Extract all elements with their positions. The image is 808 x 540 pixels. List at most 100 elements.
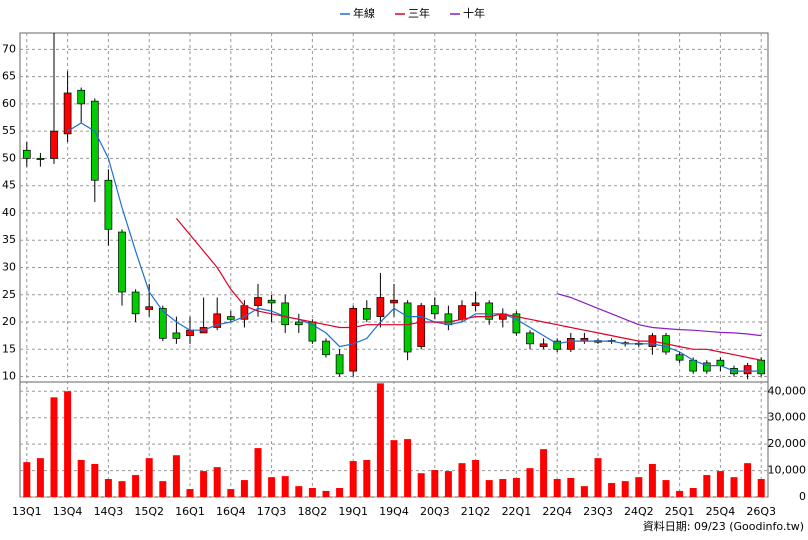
- volume-bar: [404, 439, 412, 497]
- volume-bar: [213, 467, 221, 497]
- candle-body: [526, 332, 534, 345]
- candle-body: [716, 359, 725, 366]
- volume-bar: [254, 448, 262, 497]
- candle-body: [322, 340, 330, 356]
- candle-body: [145, 306, 154, 310]
- candle-body: [689, 359, 698, 372]
- candle-body: [376, 297, 385, 317]
- volume-bar: [104, 479, 112, 497]
- x-tick-label: 26Q3: [746, 505, 776, 518]
- x-tick-label: 13Q1: [12, 505, 42, 518]
- volume-bar: [322, 490, 330, 497]
- volume-bar: [64, 391, 72, 497]
- x-tick-label: 16Q4: [216, 505, 246, 518]
- y-tick-label: 20: [2, 315, 16, 328]
- candle-body: [349, 308, 358, 372]
- candle-body: [566, 338, 575, 350]
- volume-bar: [172, 455, 180, 497]
- x-tick-label: 24Q2: [624, 505, 654, 518]
- volume-bar: [268, 477, 276, 497]
- candle-body: [362, 308, 371, 320]
- volume-bar: [336, 488, 344, 497]
- candle-body: [104, 179, 113, 230]
- candle-body: [553, 340, 562, 350]
- volume-bar: [757, 479, 765, 497]
- volume-bar: [308, 488, 316, 497]
- footer: 資料日期: 09/23 (Goodinfo.tw): [643, 519, 804, 533]
- candle-body: [254, 297, 262, 307]
- candle-body: [267, 299, 276, 304]
- candle-body: [471, 302, 480, 307]
- candle-body: [22, 149, 31, 159]
- volume-bar: [159, 481, 167, 497]
- volume-bar: [526, 468, 534, 497]
- legend: 年線 三年 十年: [340, 6, 485, 20]
- candle-body: [90, 100, 99, 181]
- volume-bar: [50, 397, 58, 497]
- candle-body: [485, 302, 494, 320]
- volume-bar: [567, 477, 575, 497]
- y-tick-label: 35: [2, 233, 16, 246]
- volume-bar: [512, 477, 520, 497]
- x-tick-label: 22Q4: [542, 505, 572, 518]
- volume-bar: [458, 463, 466, 497]
- volume-bar: [594, 458, 602, 497]
- y-tick-label: 25: [2, 288, 16, 301]
- volume-bar: [295, 486, 303, 497]
- candle-body: [444, 313, 453, 326]
- candle-body: [213, 313, 222, 328]
- volume-bar: [349, 461, 357, 497]
- y-tick-label: 10: [2, 370, 16, 383]
- plot-frame: [19, 32, 769, 498]
- candle-body: [158, 308, 167, 339]
- y-tick-label: 65: [2, 70, 16, 83]
- legend-label: 三年: [408, 6, 430, 20]
- candle-body: [539, 343, 548, 347]
- candle-body: [702, 362, 711, 372]
- volume-bar: [281, 476, 289, 497]
- candle-body: [458, 305, 466, 320]
- volume-bar: [91, 463, 99, 497]
- x-tick-label: 20Q3: [420, 505, 450, 518]
- candle-body: [281, 302, 290, 326]
- volume-bar: [417, 473, 425, 497]
- volume-bar: [118, 481, 126, 497]
- candle-body: [186, 329, 194, 336]
- volume-bar: [648, 463, 656, 497]
- x-tick-label: 13Q4: [53, 505, 83, 518]
- x-tick-label: 15Q2: [134, 505, 164, 518]
- candle-body: [743, 365, 752, 375]
- y2-tick-label: 10,000: [768, 464, 807, 477]
- candle-body: [63, 92, 72, 135]
- y2-tick-label: 40,000: [768, 384, 807, 397]
- y-tick-label: 45: [2, 179, 16, 192]
- candle-body: [131, 291, 140, 315]
- x-tick-label: 16Q1: [175, 505, 205, 518]
- y2-tick-label: 0: [799, 490, 806, 503]
- ma-line: [175, 218, 762, 361]
- candle-body: [417, 305, 426, 347]
- x-tick-label: 14Q3: [94, 505, 124, 518]
- volume-bar: [485, 480, 493, 497]
- candle-body: [36, 158, 45, 160]
- y-tick-label: 50: [2, 151, 16, 164]
- volume-bar: [376, 383, 384, 497]
- candle-body: [403, 302, 412, 353]
- x-tick-label: 25Q1: [665, 505, 695, 518]
- volume-bar: [716, 471, 724, 497]
- y-tick-label: 30: [2, 260, 16, 273]
- legend-label: 年線: [353, 6, 375, 20]
- volume-bar: [662, 480, 670, 497]
- x-tick-label: 23Q3: [583, 505, 613, 518]
- candle-body: [390, 299, 398, 304]
- volume-bar: [444, 471, 452, 497]
- y-tick-label: 15: [2, 342, 16, 355]
- volume-bar: [36, 458, 44, 497]
- volume-bar: [730, 477, 738, 497]
- legend-label: 十年: [463, 6, 485, 20]
- y-tick-label: 55: [2, 124, 16, 137]
- volume-bar: [635, 477, 643, 497]
- ma-line: [557, 293, 762, 337]
- x-tick-label: 19Q4: [379, 505, 409, 518]
- volume-bar: [390, 440, 398, 497]
